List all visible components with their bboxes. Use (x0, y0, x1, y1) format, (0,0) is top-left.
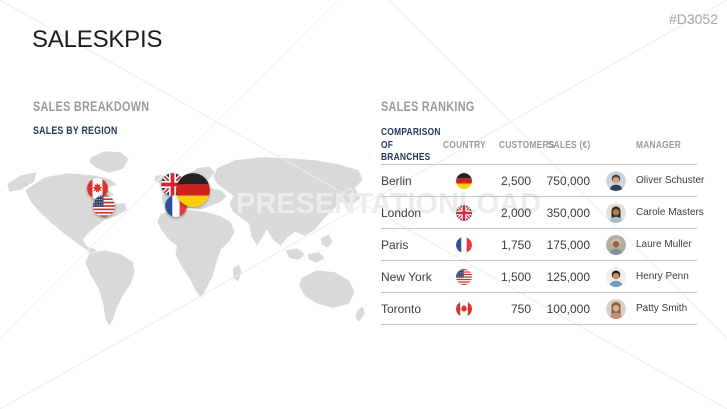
header-text: CUSTOMERS (498, 139, 555, 151)
section-title-sales-ranking: SALES RANKING (381, 99, 498, 114)
sales-ranking-table: COMPARISON OF BRANCHES COUNTRY CUSTOMERS… (381, 126, 704, 325)
customers-value: 1,500 (500, 269, 531, 284)
sales-value: 125,000 (546, 269, 590, 284)
manager-cell: Patty Smith (592, 298, 697, 319)
section-title-sales-breakdown: SALES BREAKDOWN (33, 99, 179, 114)
table-row: Paris 1,750 175,000 Laure Muller (381, 229, 697, 261)
header-text: SALES (€) (547, 139, 590, 151)
header-comparison-of-branches: COMPARISON OF BRANCHES (381, 126, 443, 164)
manager-cell: Laure Muller (592, 234, 697, 255)
customers-value: 1,750 (500, 237, 531, 252)
world-map (5, 150, 365, 332)
header-country: COUNTRY (443, 139, 486, 151)
slide-code: #D3052 (668, 11, 718, 27)
country-flag-cell (443, 268, 485, 285)
slide-title: SALESKPIS (32, 26, 163, 53)
manager-cell: Oliver Schuster (592, 170, 704, 191)
manager-name: Laure Muller (636, 239, 692, 250)
customers-value: 2,500 (500, 173, 531, 188)
sales-value: 750,000 (546, 173, 590, 188)
branch-name: Paris (381, 237, 409, 252)
manager-name: Oliver Schuster (636, 175, 705, 186)
france-flag-icon (456, 236, 472, 253)
manager-avatar (606, 170, 626, 191)
branch-name: New York (381, 269, 432, 284)
header-text: COMPARISON OF BRANCHES (381, 126, 441, 164)
header-customers: CUSTOMERS (485, 139, 554, 151)
country-flag-cell (443, 300, 485, 317)
manager-cell: Henry Penn (592, 266, 697, 287)
table-row: Berlin 2,500 750,000 Oliver Schuster (381, 165, 704, 197)
table-row: London 2,000 350,000 Carole Masters (381, 197, 704, 229)
country-flag-cell (443, 236, 485, 253)
header-text: MANAGER (636, 139, 682, 151)
usa-map-pin-icon (93, 195, 115, 217)
header-text: COUNTRY (443, 139, 486, 151)
united-kingdom-flag-icon (456, 204, 472, 221)
subtitle-sales-by-region: SALES BY REGION (33, 125, 139, 137)
section-title-text: SALES RANKING (381, 99, 475, 114)
table-row: New York 1,500 125,000 Henry Penn (381, 261, 697, 293)
branch-name: London (381, 205, 422, 220)
sales-value: 175,000 (546, 237, 590, 252)
country-flag-cell (443, 204, 485, 221)
manager-name: Henry Penn (636, 271, 689, 282)
germany-map-pin-icon (176, 173, 210, 207)
table-header-row: COMPARISON OF BRANCHES COUNTRY CUSTOMERS… (381, 126, 697, 165)
branch-name: Berlin (381, 173, 412, 188)
germany-flag-icon (456, 172, 472, 189)
manager-avatar (606, 202, 626, 223)
customers-value: 2,000 (500, 205, 531, 220)
manager-name: Patty Smith (636, 303, 688, 314)
manager-name: Carole Masters (636, 207, 704, 218)
section-title-text: SALES BREAKDOWN (33, 99, 150, 114)
canada-flag-icon (456, 300, 472, 317)
manager-cell: Carole Masters (592, 202, 704, 223)
table-row: Toronto 750 100,000 Patty Smith (381, 293, 697, 325)
country-flag-cell (443, 172, 485, 189)
manager-avatar (606, 298, 626, 319)
header-manager: MANAGER (592, 139, 697, 151)
manager-avatar (606, 266, 626, 287)
branch-name: Toronto (381, 301, 422, 316)
subtitle-text: SALES BY REGION (33, 125, 118, 137)
manager-avatar (606, 234, 626, 255)
sales-value: 100,000 (546, 301, 590, 316)
customers-value: 750 (510, 301, 531, 316)
sales-value: 350,000 (546, 205, 590, 220)
usa-flag-icon (456, 268, 472, 285)
